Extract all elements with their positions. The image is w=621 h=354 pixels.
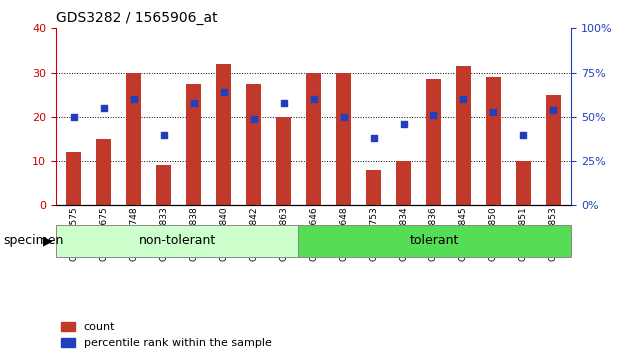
Bar bbox=[306, 73, 321, 205]
Point bbox=[519, 132, 528, 137]
Point bbox=[129, 96, 138, 102]
Point bbox=[99, 105, 109, 111]
Bar bbox=[126, 73, 142, 205]
Bar bbox=[486, 77, 501, 205]
Point bbox=[309, 96, 319, 102]
Text: specimen: specimen bbox=[3, 234, 63, 247]
Point bbox=[548, 107, 558, 113]
Bar bbox=[546, 95, 561, 205]
Point bbox=[279, 100, 289, 105]
Bar bbox=[216, 64, 231, 205]
Text: tolerant: tolerant bbox=[410, 234, 460, 247]
Bar bbox=[299, 225, 571, 257]
Text: ▶: ▶ bbox=[43, 234, 53, 247]
Point bbox=[369, 135, 379, 141]
Legend: count, percentile rank within the sample: count, percentile rank within the sample bbox=[61, 322, 271, 348]
Bar bbox=[246, 84, 261, 205]
Bar bbox=[156, 166, 171, 205]
Bar bbox=[516, 161, 531, 205]
Text: non-tolerant: non-tolerant bbox=[138, 234, 215, 247]
Point bbox=[338, 114, 348, 120]
Bar bbox=[186, 84, 201, 205]
Bar bbox=[66, 152, 81, 205]
Bar bbox=[426, 79, 441, 205]
Bar bbox=[366, 170, 381, 205]
Point bbox=[399, 121, 409, 127]
Point bbox=[69, 114, 79, 120]
Point bbox=[248, 116, 258, 121]
Point bbox=[489, 109, 499, 114]
Point bbox=[219, 89, 229, 95]
Bar bbox=[276, 117, 291, 205]
Bar bbox=[396, 161, 411, 205]
Point bbox=[458, 96, 468, 102]
Bar bbox=[336, 73, 351, 205]
Point bbox=[189, 100, 199, 105]
Point bbox=[428, 112, 438, 118]
Bar bbox=[96, 139, 111, 205]
Text: GDS3282 / 1565906_at: GDS3282 / 1565906_at bbox=[56, 11, 217, 25]
Bar bbox=[56, 225, 299, 257]
Point bbox=[159, 132, 169, 137]
Bar bbox=[456, 66, 471, 205]
